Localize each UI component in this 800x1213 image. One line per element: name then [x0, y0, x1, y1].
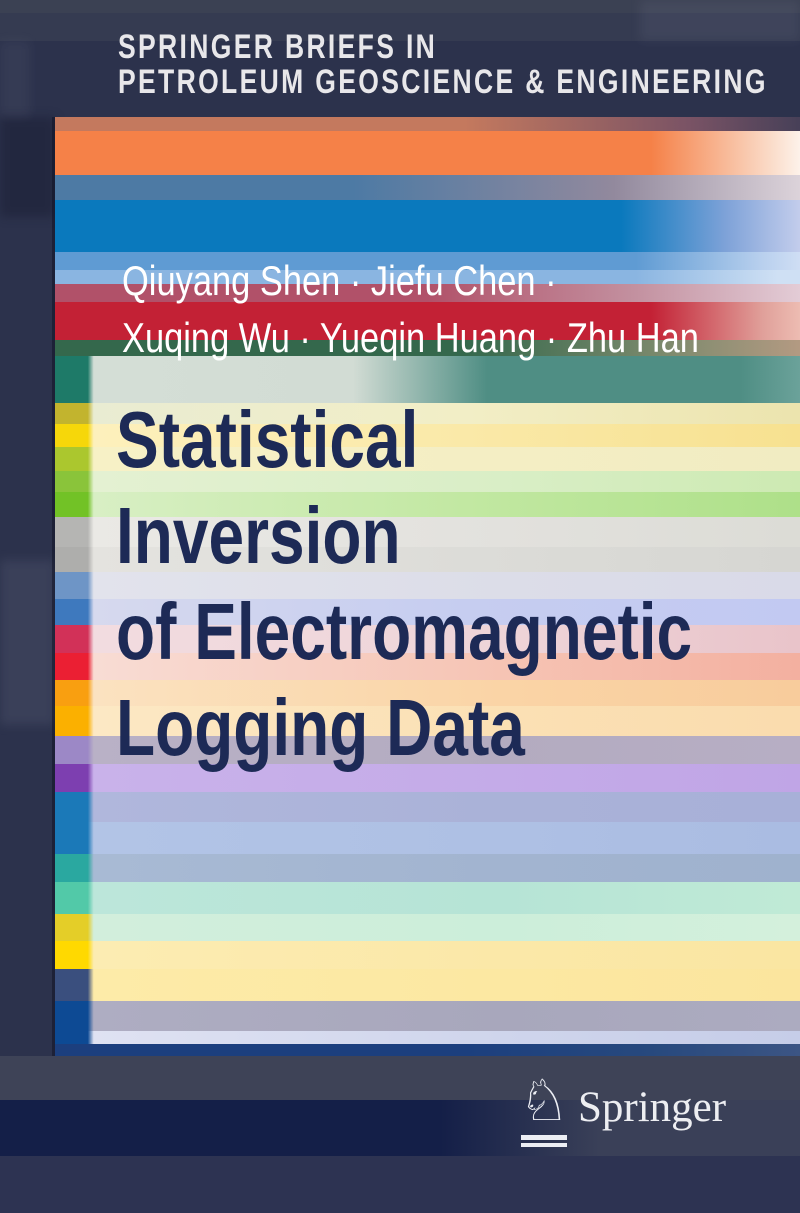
bg-band	[0, 1100, 800, 1156]
stripe-row	[55, 424, 800, 447]
stripe-row	[55, 356, 800, 403]
stripe-row	[55, 270, 800, 284]
stripe-row	[55, 131, 800, 175]
author-names: Qiuyang Shen · Jiefu Chen · Xuqing Wu · …	[122, 252, 800, 366]
stripe-row	[55, 1001, 800, 1031]
stripe-row	[55, 706, 800, 736]
stripe-row	[55, 792, 800, 822]
book-title: Statistical Inversion of Electromagnetic…	[116, 392, 800, 776]
bg-band	[0, 0, 800, 13]
stripe-row	[55, 764, 800, 792]
stripe-row	[55, 340, 800, 356]
stripe-row	[55, 492, 800, 517]
logo-bar	[521, 1135, 567, 1140]
stripe-row	[55, 1044, 800, 1056]
title-line: Statistical	[116, 395, 419, 484]
stripe-row	[55, 175, 800, 200]
cover-stripes	[55, 117, 800, 1056]
stripe-row	[55, 914, 800, 941]
series-line-2: PETROLEUM GEOSCIENCE & ENGINEERING	[118, 63, 768, 101]
bg-band	[0, 1156, 800, 1213]
title-line: Inversion	[116, 491, 401, 580]
series-title: SPRINGER BRIEFS IN PETROLEUM GEOSCIENCE …	[118, 30, 800, 100]
bg-patch	[0, 41, 30, 117]
stripe-row	[55, 471, 800, 492]
stripe-row	[55, 882, 800, 914]
stripe-row	[55, 1031, 800, 1044]
springer-logo: ♘ Springer	[516, 1072, 736, 1160]
bg-patch	[0, 117, 55, 217]
stripe-row	[55, 447, 800, 471]
author-line-2: Xuqing Wu · Yueqin Huang · Zhu Han	[122, 314, 699, 361]
stripe-row	[55, 854, 800, 882]
stripe-row	[55, 653, 800, 680]
cover-edge-shadow	[52, 117, 55, 1056]
stripe-row	[55, 284, 800, 302]
stripe-row	[55, 517, 800, 547]
title-line: of Electromagnetic	[116, 587, 693, 676]
stripe-row	[55, 625, 800, 653]
logo-bar	[521, 1143, 567, 1147]
stripe-row	[55, 572, 800, 599]
bg-band	[0, 13, 800, 41]
stripe-row	[55, 547, 800, 572]
title-line: Logging Data	[116, 683, 525, 772]
stripe-row	[55, 680, 800, 706]
springer-horse-icon: ♘	[518, 1068, 570, 1134]
stripe-row	[55, 969, 800, 1001]
stripe-row	[55, 117, 800, 131]
author-line-1: Qiuyang Shen · Jiefu Chen ·	[122, 257, 557, 304]
springer-wordmark: Springer	[578, 1084, 727, 1131]
stripe-row	[55, 736, 800, 764]
series-line-1: SPRINGER BRIEFS IN	[118, 28, 438, 66]
bg-patch	[0, 560, 55, 725]
stripe-row	[55, 403, 800, 424]
stripe-row	[55, 252, 800, 270]
stripe-row	[55, 599, 800, 625]
bg-band	[0, 1056, 800, 1100]
stripe-row	[55, 200, 800, 252]
bg-band	[0, 41, 800, 117]
bg-patch	[640, 0, 800, 41]
stripe-row	[55, 941, 800, 969]
stripe-row	[55, 302, 800, 340]
stripe-row	[55, 822, 800, 854]
